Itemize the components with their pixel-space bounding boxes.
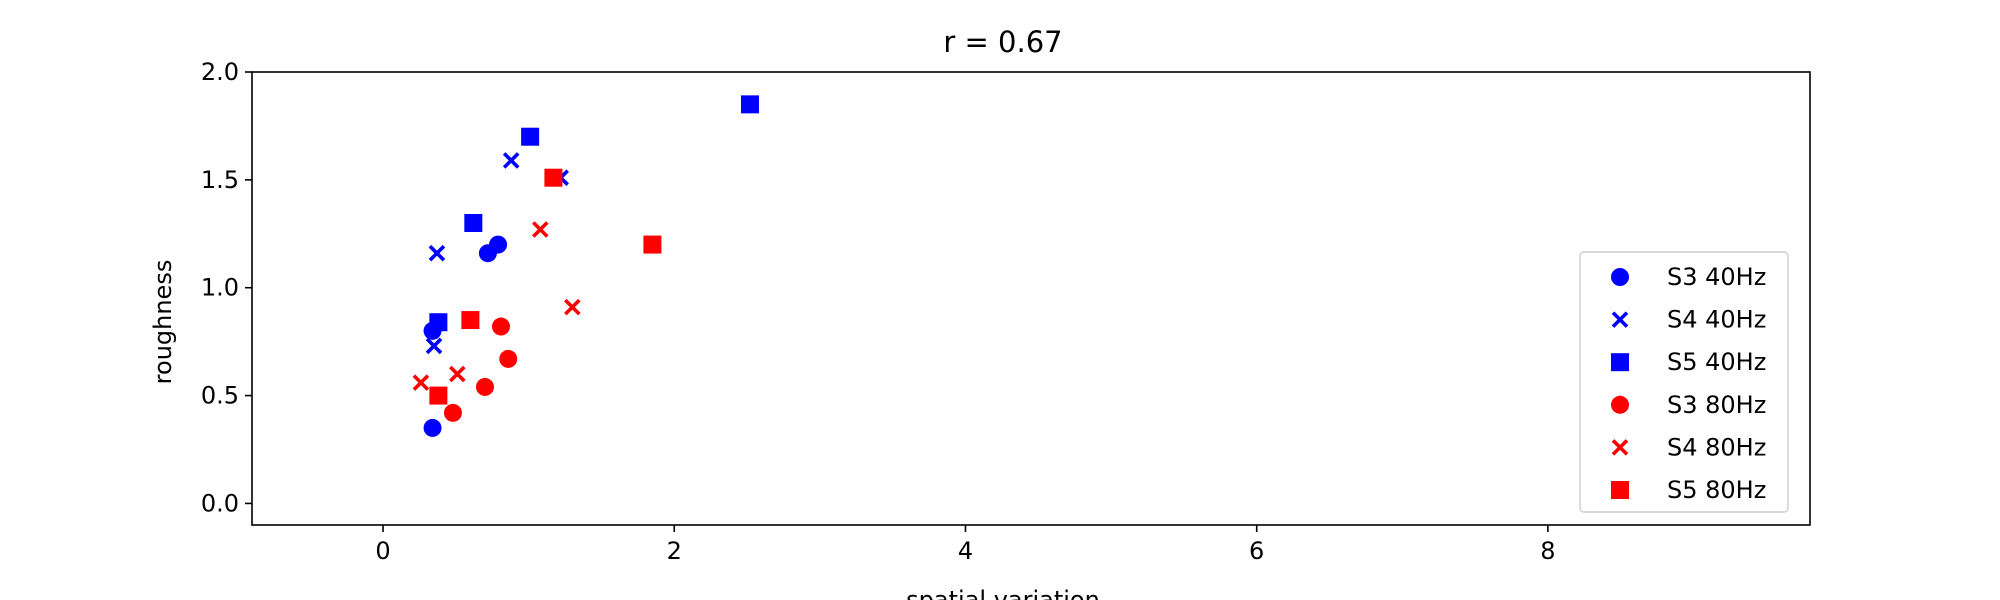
data-point	[428, 244, 446, 262]
legend-marker	[1611, 353, 1629, 372]
y-tick-label: 1.0	[201, 274, 239, 302]
y-tick-label: 1.5	[201, 166, 239, 194]
y-axis: 0.0 0.5 1.0 1.5 2.0	[201, 58, 252, 517]
data-point	[461, 311, 480, 330]
plot-frame	[251, 71, 1811, 526]
x-tick-label: 0	[375, 537, 390, 565]
legend-marker	[1611, 439, 1629, 456]
data-point	[443, 403, 462, 422]
data-point	[412, 374, 430, 391]
series-4	[412, 221, 581, 391]
data-point	[425, 337, 443, 355]
data-point	[564, 298, 581, 316]
x-tick-label: 4	[958, 537, 973, 565]
legend-marker	[1611, 268, 1629, 286]
y-tick-label: 0.5	[201, 382, 239, 410]
data-point	[464, 214, 483, 232]
data-point	[491, 317, 510, 336]
legend-marker	[1611, 481, 1629, 499]
x-tick-label: 2	[667, 537, 682, 565]
data-point	[532, 221, 549, 238]
data-point	[475, 377, 494, 396]
legend-label: S3 40Hz	[1667, 263, 1766, 291]
legend-marker	[1611, 395, 1629, 414]
data-point	[429, 386, 448, 405]
data-point	[521, 127, 540, 146]
legend-label: S4 80Hz	[1667, 433, 1766, 461]
data-point	[643, 235, 662, 254]
data-point	[449, 365, 466, 383]
y-tick-label: 0.0	[201, 489, 239, 517]
x-tick-label: 8	[1540, 537, 1555, 565]
data-point	[499, 349, 518, 368]
chart-title: r = 0.67	[943, 25, 1062, 59]
series-3	[443, 317, 518, 422]
data-point	[429, 313, 448, 332]
legend-marker	[1611, 311, 1629, 328]
data-point	[544, 168, 563, 187]
series-5	[429, 168, 662, 405]
legend: S3 40Hz S4 40Hz S5 40Hz S3 80Hz S4 80Hz S5 80…	[1579, 251, 1789, 513]
x-tick-label: 6	[1249, 537, 1264, 565]
plot-area	[412, 95, 759, 437]
series-1	[425, 152, 569, 355]
x-axis: 0 2 4 6 8	[375, 525, 1556, 565]
y-tick-label: 2.0	[201, 58, 239, 86]
legend-label: S5 40Hz	[1667, 348, 1766, 376]
legend-label: S4 40Hz	[1667, 306, 1766, 334]
x-axis-label: spatial variation	[906, 586, 1100, 600]
data-point	[740, 95, 759, 114]
data-point	[489, 235, 508, 254]
legend-frame	[1579, 251, 1789, 513]
data-point	[423, 418, 442, 437]
legend-label: S3 80Hz	[1667, 391, 1766, 419]
series-2	[429, 95, 759, 332]
legend-label: S5 80Hz	[1667, 476, 1766, 504]
data-point	[502, 152, 520, 169]
y-axis-label: roughness	[149, 260, 177, 385]
